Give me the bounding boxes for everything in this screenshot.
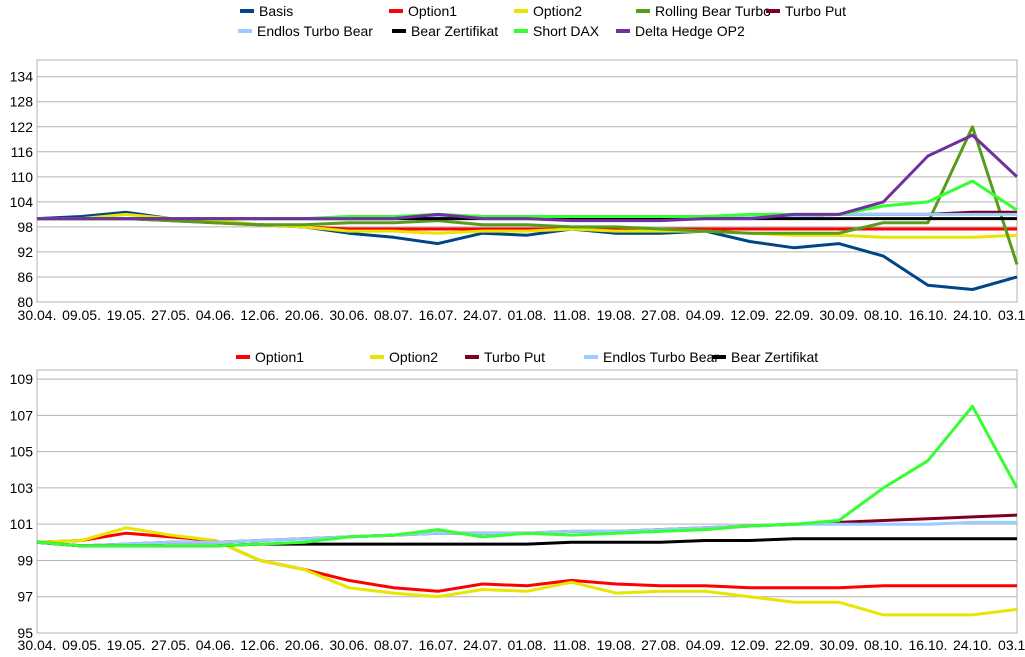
x-tick-label: 01.08. xyxy=(508,307,547,323)
x-tick-label: 04.09. xyxy=(686,307,725,323)
x-tick-label: 20.06. xyxy=(285,307,324,323)
legend-label: Rolling Bear Turbo xyxy=(655,3,771,19)
x-tick-label: 12.09. xyxy=(730,637,769,653)
legend-label: Short DAX xyxy=(533,23,600,39)
x-tick-label: 20.06. xyxy=(285,637,324,653)
x-tick-label: 04.06. xyxy=(196,637,235,653)
y-tick-label: 80 xyxy=(17,294,33,310)
legend-label: Option2 xyxy=(533,3,582,19)
y-tick-label: 99 xyxy=(17,552,33,568)
x-tick-label: 27.08. xyxy=(641,637,680,653)
y-tick-label: 101 xyxy=(10,516,34,532)
x-tick-label: 04.09. xyxy=(686,637,725,653)
x-tick-label: 27.05. xyxy=(151,307,190,323)
x-tick-label: 24.10. xyxy=(953,307,992,323)
x-tick-label: 27.05. xyxy=(151,637,190,653)
y-tick-label: 110 xyxy=(11,169,34,185)
y-tick-label: 128 xyxy=(10,94,34,110)
x-tick-label: 30.06. xyxy=(329,637,368,653)
x-tick-label: 12.09. xyxy=(730,307,769,323)
y-tick-label: 109 xyxy=(10,371,34,387)
y-tick-label: 103 xyxy=(10,480,34,496)
x-tick-label: 22.09. xyxy=(775,637,814,653)
legend-label: Turbo Put xyxy=(484,349,545,365)
x-tick-label: 08.10. xyxy=(864,307,903,323)
x-tick-label: 19.05. xyxy=(107,637,146,653)
legend-label: Option1 xyxy=(255,349,304,365)
x-tick-label: 11.08. xyxy=(553,307,591,323)
y-tick-label: 97 xyxy=(17,589,33,605)
x-tick-label: 09.05. xyxy=(62,307,101,323)
series-line-rolling-bear-turbo xyxy=(37,125,1019,265)
plot-area xyxy=(36,59,1018,303)
x-tick-label: 24.10. xyxy=(953,637,992,653)
x-tick-label: 19.08. xyxy=(597,637,636,653)
legend-label: Basis xyxy=(259,3,293,19)
legend-label: Bear Zertifikat xyxy=(731,349,818,365)
x-tick-label: 16.10. xyxy=(908,637,947,653)
plot-area xyxy=(36,369,1018,634)
y-tick-label: 105 xyxy=(10,444,34,460)
x-tick-label: 30.04. xyxy=(18,637,57,653)
series-line-short-dax xyxy=(36,404,1019,548)
x-tick-label: 24.07. xyxy=(463,637,502,653)
bottom-chart: 95 97 99 101 103 105 107 109 30.04. 09.05. 19.05. 2… xyxy=(10,349,1025,653)
x-tick-label: 16.07. xyxy=(418,637,457,653)
y-tick-label: 107 xyxy=(10,407,34,423)
legend-label: Option2 xyxy=(389,349,438,365)
legend-label: Delta Hedge OP2 xyxy=(635,23,745,39)
x-tick-label: 30.06. xyxy=(329,307,368,323)
y-tick-label: 95 xyxy=(17,625,33,641)
legend-label: Endlos Turbo Bear xyxy=(603,349,719,365)
x-tick-label: 01.08. xyxy=(508,637,547,653)
x-tick-label: 12.06. xyxy=(240,307,279,323)
x-tick-label: 19.08. xyxy=(597,307,636,323)
top-chart: 80 86 92 98 104 110 116 122 128 134 30.04. 09.05. 19… xyxy=(10,3,1025,323)
y-tick-label: 116 xyxy=(11,144,34,160)
x-tick-label: 30.09. xyxy=(819,307,858,323)
x-tick-label: 03.11. xyxy=(998,637,1025,653)
series-line-delta-hedge-op2 xyxy=(37,133,1019,223)
x-tick-label: 30.09. xyxy=(819,637,858,653)
x-tick-label: 12.06. xyxy=(240,637,279,653)
x-tick-label: 11.08. xyxy=(553,637,591,653)
x-tick-label: 30.04. xyxy=(18,307,57,323)
x-tick-label: 08.07. xyxy=(374,637,413,653)
x-tick-label: 03.11. xyxy=(998,307,1025,323)
x-tick-label: 09.05. xyxy=(62,637,101,653)
legend-label: Turbo Put xyxy=(785,3,846,19)
y-tick-label: 98 xyxy=(17,219,33,235)
series-line-option2 xyxy=(36,526,1018,617)
y-tick-label: 86 xyxy=(17,269,33,285)
x-tick-label: 08.10. xyxy=(864,637,903,653)
x-tick-label: 19.05. xyxy=(107,307,146,323)
legend-label: Endlos Turbo Bear xyxy=(257,23,373,39)
legend-label: Bear Zertifikat xyxy=(411,23,498,39)
x-tick-label: 22.09. xyxy=(775,307,814,323)
x-tick-label: 08.07. xyxy=(374,307,413,323)
y-tick-label: 122 xyxy=(10,119,34,135)
x-tick-label: 16.10. xyxy=(908,307,947,323)
legend-label: Option1 xyxy=(408,3,457,19)
y-tick-label: 134 xyxy=(10,69,34,85)
x-tick-label: 24.07. xyxy=(463,307,502,323)
y-tick-label: 92 xyxy=(17,244,33,260)
x-tick-label: 16.07. xyxy=(418,307,457,323)
y-tick-label: 104 xyxy=(10,194,34,210)
x-tick-label: 27.08. xyxy=(641,307,680,323)
x-tick-label: 04.06. xyxy=(196,307,235,323)
